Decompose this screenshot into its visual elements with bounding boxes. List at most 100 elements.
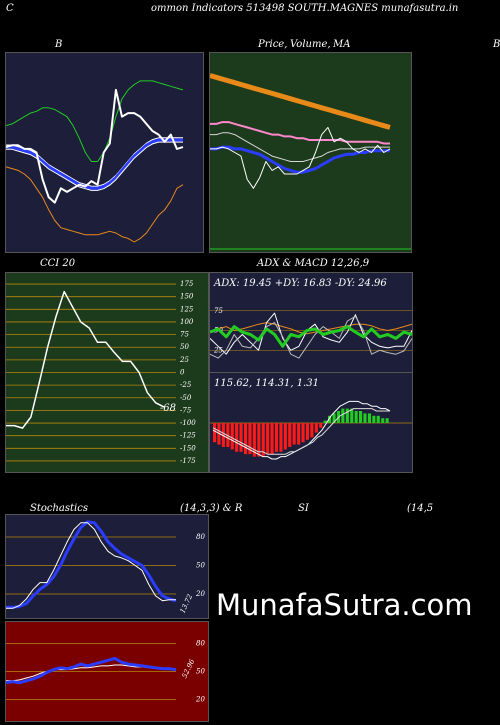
cci-line (6, 290, 165, 429)
macd-values-text: 115.62, 114.31, 1.31 (214, 378, 319, 389)
cci-tick-label: 150 (180, 293, 194, 301)
macd-hist-bar (328, 415, 332, 423)
macd-hist-bar (297, 423, 301, 445)
macd-signal-line (212, 408, 390, 455)
cci-tick-label: -75 (180, 406, 192, 414)
macd-hist-bar (270, 423, 274, 455)
macd-hist-bar (239, 423, 243, 452)
macd-hist-bar (274, 423, 278, 452)
macd-hist-bar (226, 423, 230, 447)
macd-hist-bar (310, 423, 314, 438)
macd-hist-bar (363, 413, 367, 423)
rsi-params-title: (14,5 (407, 503, 434, 514)
adx-values-text: ADX: 19.45 +DY: 16.83 -DY: 24.96 (213, 278, 387, 289)
cci-tick-label: 175 (180, 280, 194, 288)
price-ma-panel (209, 52, 412, 253)
stoch-tick-label: 50 (196, 562, 205, 570)
cci-tick-label: 100 (180, 318, 194, 326)
bb-mid-band (6, 138, 183, 190)
macd-hist-bar (332, 413, 336, 423)
rsi-tick-label: 80 (196, 640, 205, 648)
cci-tick-label: 0 (180, 369, 185, 377)
ma-price-line (210, 126, 391, 189)
cci-tick-label: 50 (180, 343, 189, 351)
cci-tick-label: -125 (180, 432, 196, 440)
macd-hist-bar (354, 411, 358, 423)
adx-line (210, 325, 412, 348)
macd-hist-bar (252, 423, 256, 457)
rsi-title: SI (298, 503, 309, 514)
cci-tick-label: 25 (179, 356, 189, 364)
header-left: C (6, 3, 14, 14)
macd-hist-bar (235, 423, 239, 452)
macd-hist-bar (323, 420, 327, 423)
cci-panel-title: CCI 20 (40, 258, 76, 269)
cci-tick-label: -50 (180, 394, 192, 402)
plus-di-line (210, 312, 412, 355)
macd-hist-bar (261, 423, 265, 457)
ma-pink-line (210, 121, 390, 145)
macd-hist-bar (266, 423, 270, 455)
rsi-chart: 80 50 20 52.96 (6, 640, 205, 703)
macd-hist-bar (279, 423, 283, 452)
macd-hist-bar (257, 423, 261, 457)
rsi-blue-line (6, 657, 177, 685)
macd-hist-bar (341, 408, 345, 423)
macd-hist-bar (381, 418, 385, 423)
macd-hist-bar (292, 423, 296, 445)
cci-tick-label: -100 (180, 419, 196, 427)
macd-panel: 115.62, 114.31, 1.31 (209, 372, 413, 473)
rsi-tick-label: 50 (196, 668, 205, 676)
cci-tick-label: -25 (180, 381, 192, 389)
macd-hist-bar (288, 423, 292, 447)
right-edge-title: B (493, 39, 500, 50)
macd-hist-bar (376, 415, 380, 423)
cci-tick-label: 75 (180, 331, 189, 339)
ma-long-line (210, 73, 391, 130)
stoch-title-a: Stochastics (30, 503, 88, 514)
minus-di-line (210, 315, 412, 359)
cci-panel: 175 150 125 100 75 50 25 0 -25 -50 -75 -100 -125 -150… (5, 272, 209, 473)
macd-hist-bar (221, 423, 225, 447)
macd-hist-bar (301, 423, 305, 443)
ma-short-line (210, 132, 390, 162)
chart-page-title: ommon Indicators 513498 SOUTH.MAGNES mun… (151, 3, 459, 14)
rsi-panel: 80 50 20 52.96 (5, 621, 209, 722)
rsi-tick-label: 20 (195, 695, 205, 703)
cci-tick-label: -175 (180, 457, 196, 465)
stoch-tick-label: 80 (196, 533, 205, 541)
macd-hist-bar (283, 423, 287, 450)
macd-hist-bar (230, 423, 234, 450)
macd-hist-bar (367, 413, 371, 423)
watermark: MunafaSutra.com (216, 588, 473, 622)
macd-hist-bar (350, 408, 354, 423)
ma-blue-line (210, 145, 390, 174)
adx-tick-label: 25 (213, 346, 223, 354)
macd-hist-bar (248, 423, 252, 455)
bollinger-chart (6, 80, 184, 243)
bb-upper-band (6, 80, 184, 162)
price-panel-title: Price, (258, 39, 288, 50)
macd-hist-bar (244, 423, 248, 455)
bb-mid-edge-upper (6, 137, 183, 187)
macd-hist-bar (385, 418, 389, 423)
rsi-last-value: 52.96 (181, 658, 197, 680)
cci-tick-label: 125 (180, 305, 194, 313)
adx-tick-label: 75 (214, 307, 223, 315)
macd-hist-bar (314, 423, 318, 433)
adx-panel: 75 50 25 ADX: 19.45 +DY: 16.83 -DY: 24.96 (209, 272, 413, 373)
cci-tick-label: -150 (180, 444, 196, 452)
stoch-tick-label: 20 (195, 590, 205, 598)
macd-hist-bar (319, 423, 323, 428)
adx-macd-panel-title: ADX & MACD 12,26,9 (257, 258, 370, 269)
macd-hist-bar (345, 408, 349, 423)
stoch-d-line (6, 520, 177, 609)
bollinger-panel (5, 52, 204, 253)
macd-hist-bar (372, 415, 376, 423)
macd-hist-bar (305, 423, 309, 440)
macd-hist-bar (213, 423, 217, 443)
bb-mid-edge-lower (6, 141, 183, 191)
stoch-k-line (6, 522, 176, 609)
